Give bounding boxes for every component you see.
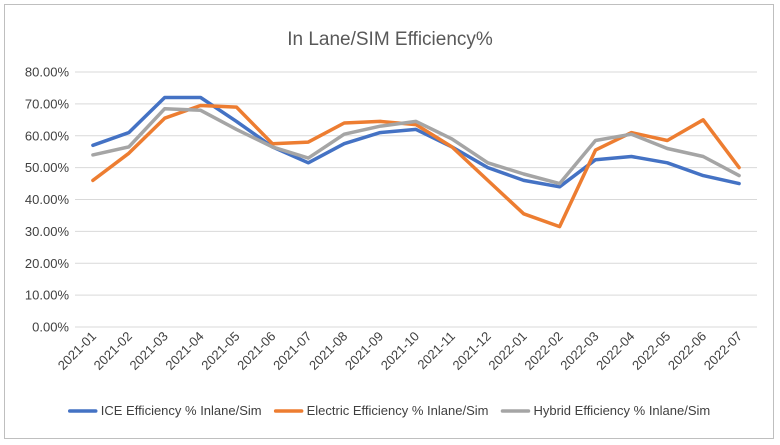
x-tick-label: 2021-06 — [234, 329, 278, 373]
x-tick-label: 2022-01 — [485, 329, 529, 373]
x-tick-label: 2021-09 — [342, 329, 386, 373]
x-tick-label: 2021-02 — [91, 329, 135, 373]
x-tick-label: 2021-08 — [306, 329, 350, 373]
gridlines — [75, 71, 757, 328]
x-tick-label: 2021-05 — [198, 329, 242, 373]
chart-frame: In Lane/SIM Efficiency% 0.00% 10.00% 20.00… — [4, 4, 774, 439]
legend-label: ICE Efficiency % Inlane/Sim — [101, 403, 262, 418]
x-tick-label: 2022-05 — [629, 329, 673, 373]
x-tick-label: 2021-03 — [127, 329, 171, 373]
legend-item: Electric Efficiency % Inlane/Sim — [273, 403, 489, 418]
x-tick-label: 2022-07 — [701, 329, 745, 373]
series-line — [91, 95, 741, 189]
x-tick-label: 2021-04 — [162, 329, 206, 373]
y-tick-label: 50.00% — [25, 160, 70, 175]
x-tick-label: 2022-02 — [521, 329, 565, 373]
x-axis: 2021-012021-022021-032021-042021-052021-… — [55, 329, 745, 373]
legend-item: ICE Efficiency % Inlane/Sim — [67, 403, 262, 418]
x-tick-label: 2021-11 — [414, 329, 458, 373]
legend-label: Hybrid Efficiency % Inlane/Sim — [533, 403, 710, 418]
series-line — [91, 103, 741, 229]
y-tick-label: 60.00% — [25, 128, 70, 143]
y-tick-label: 10.00% — [25, 288, 70, 303]
y-tick-label: 0.00% — [32, 320, 69, 335]
y-tick-label: 40.00% — [25, 192, 70, 207]
x-tick-label: 2021-07 — [270, 329, 314, 373]
series-line — [91, 106, 741, 186]
legend-label: Electric Efficiency % Inlane/Sim — [307, 403, 489, 418]
x-tick-label: 2022-04 — [593, 329, 637, 373]
series-lines — [91, 95, 741, 229]
line-chart: In Lane/SIM Efficiency% 0.00% 10.00% 20.00… — [25, 29, 757, 418]
y-axis: 0.00% 10.00% 20.00% 30.00% 40.00% 50.00% 60.00… — [25, 65, 70, 335]
legend: ICE Efficiency % Inlane/Sim Electric Effi… — [67, 403, 710, 418]
y-tick-label: 20.00% — [25, 256, 70, 271]
x-tick-label: 2022-03 — [557, 329, 601, 373]
chart-title: In Lane/SIM Efficiency% — [287, 29, 493, 50]
x-tick-label: 2022-06 — [665, 329, 709, 373]
x-tick-label: 2021-01 — [55, 329, 99, 373]
y-tick-label: 70.00% — [25, 96, 70, 111]
x-tick-label: 2021-12 — [450, 329, 494, 373]
y-tick-label: 30.00% — [25, 224, 70, 239]
y-tick-label: 80.00% — [25, 65, 70, 80]
legend-item: Hybrid Efficiency % Inlane/Sim — [500, 403, 710, 418]
x-tick-label: 2021-10 — [378, 329, 422, 373]
